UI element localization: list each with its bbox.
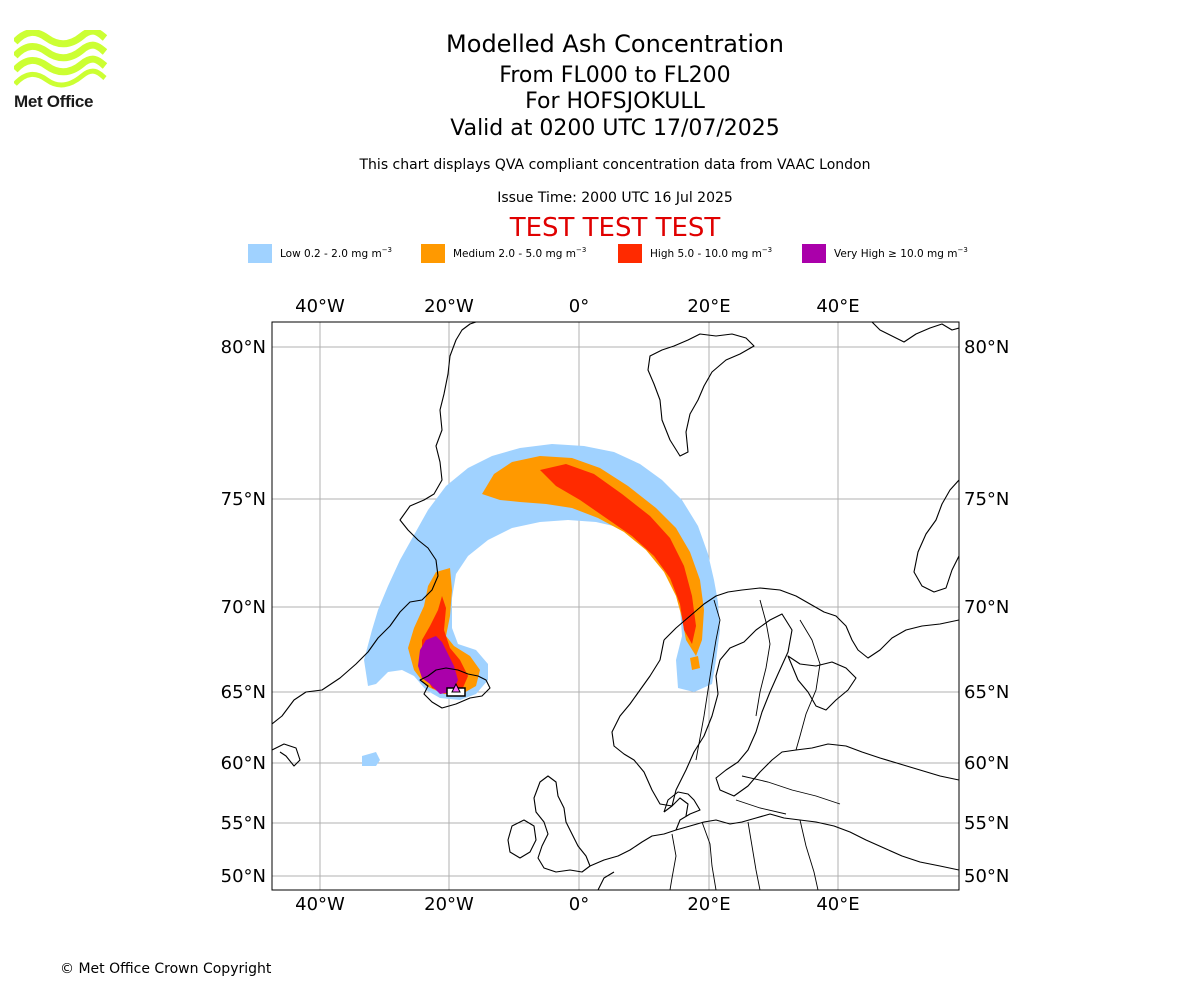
lat-label: 80°N bbox=[964, 337, 1009, 358]
legend-unit-low: −3 bbox=[381, 246, 393, 254]
lat-label: 55°N bbox=[221, 813, 266, 834]
lon-label: 20°E bbox=[687, 894, 730, 915]
volcano-marker bbox=[446, 682, 466, 697]
title-line-1: Modelled Ash Concentration bbox=[446, 30, 784, 58]
lat-label: 80°N bbox=[221, 337, 266, 358]
lat-label: 60°N bbox=[221, 753, 266, 774]
map-frame bbox=[271, 321, 960, 891]
lon-labels-bottom: 40°W 20°W 0° 20°E 40°E bbox=[295, 894, 859, 915]
coastlines bbox=[272, 322, 959, 890]
lat-labels-left: 80°N 75°N 70°N 65°N 60°N 55°N 50°N bbox=[221, 337, 266, 887]
coast-svalbard bbox=[647, 333, 755, 457]
lat-labels-right: 80°N 75°N 70°N 65°N 60°N 55°N 50°N bbox=[964, 337, 1009, 887]
volcano-icon bbox=[451, 682, 461, 693]
border-norway-sweden bbox=[695, 599, 721, 761]
legend-swatch-medium bbox=[421, 244, 445, 263]
border-central-europe bbox=[669, 819, 819, 890]
lat-label: 65°N bbox=[221, 682, 266, 703]
map-background bbox=[272, 322, 959, 890]
lon-label: 20°E bbox=[687, 296, 730, 317]
lat-label: 50°N bbox=[221, 866, 266, 887]
lat-label: 55°N bbox=[964, 813, 1009, 834]
legend-swatch-very-high bbox=[802, 244, 826, 263]
coast-europe bbox=[589, 791, 959, 890]
legend-unit-very-high: −3 bbox=[957, 246, 968, 254]
lon-label: 40°E bbox=[816, 894, 859, 915]
lat-label: 70°N bbox=[221, 597, 266, 618]
border-finland-russia bbox=[795, 619, 821, 751]
lat-label: 65°N bbox=[964, 682, 1009, 703]
lon-label: 40°W bbox=[295, 894, 345, 915]
border-baltics bbox=[735, 775, 841, 815]
issue-time: Issue Time: 2000 UTC 16 Jul 2025 bbox=[497, 190, 733, 206]
coast-iceland bbox=[419, 667, 491, 709]
coast-kola bbox=[787, 655, 857, 711]
lat-label: 75°N bbox=[221, 489, 266, 510]
coast-novaya-zemlya bbox=[913, 479, 959, 593]
legend-label-low: Low 0.2 - 2.0 mg m bbox=[280, 248, 382, 260]
title-line-2: From FL000 to FL200 bbox=[499, 63, 731, 88]
legend: Low 0.2 - 2.0 mg m−3 Medium 2.0 - 5.0 mg… bbox=[0, 244, 1200, 264]
lon-labels-top: 40°W 20°W 0° 20°E 40°E bbox=[295, 296, 859, 317]
legend-unit-high: −3 bbox=[761, 246, 773, 254]
lon-label: 0° bbox=[569, 894, 589, 915]
borders bbox=[669, 599, 841, 890]
border-sweden-finland bbox=[755, 599, 771, 717]
lon-label: 0° bbox=[569, 296, 589, 317]
wave-logo-icon bbox=[12, 27, 108, 88]
lat-label: 75°N bbox=[964, 489, 1009, 510]
coast-ireland bbox=[507, 819, 537, 859]
legend-label-very-high: Very High ≥ 10.0 mg m bbox=[834, 248, 958, 260]
coast-denmark bbox=[663, 797, 689, 817]
ash-high-plume-main bbox=[540, 464, 696, 644]
title-line-3: For HOFSJOKULL bbox=[525, 89, 705, 114]
legend-label-high: High 5.0 - 10.0 mg m bbox=[650, 248, 762, 260]
coast-britain bbox=[533, 775, 591, 873]
coast-scandinavia bbox=[611, 587, 959, 807]
lat-label: 50°N bbox=[964, 866, 1009, 887]
met-office-logo: Met Office bbox=[12, 27, 109, 112]
ash-medium-patch bbox=[690, 656, 700, 670]
ash-low-patch bbox=[362, 752, 380, 766]
logo-text: Met Office bbox=[14, 92, 94, 111]
ash-very-high-plume bbox=[418, 636, 458, 694]
title-line-4: Valid at 0200 UTC 17/07/2025 bbox=[450, 116, 780, 141]
lat-label: 60°N bbox=[964, 753, 1009, 774]
lon-label: 20°W bbox=[424, 296, 474, 317]
ash-medium-plume-main bbox=[482, 456, 704, 656]
lon-label: 40°W bbox=[295, 296, 345, 317]
legend-swatch-high bbox=[618, 244, 642, 263]
lon-label: 40°E bbox=[816, 296, 859, 317]
coast-franz-josef bbox=[871, 322, 959, 343]
legend-swatch-low bbox=[248, 244, 272, 263]
subtitle: This chart displays QVA compliant concen… bbox=[359, 157, 871, 173]
legend-unit-medium: −3 bbox=[575, 246, 587, 254]
copyright-footer: © Met Office Crown Copyright bbox=[60, 961, 272, 977]
lat-label: 70°N bbox=[964, 597, 1009, 618]
legend-label-medium: Medium 2.0 - 5.0 mg m bbox=[453, 248, 576, 260]
lon-label: 20°W bbox=[424, 894, 474, 915]
test-banner: TEST TEST TEST bbox=[509, 213, 721, 243]
coast-greenland bbox=[272, 322, 477, 767]
ash-very-high-layer bbox=[418, 636, 458, 694]
